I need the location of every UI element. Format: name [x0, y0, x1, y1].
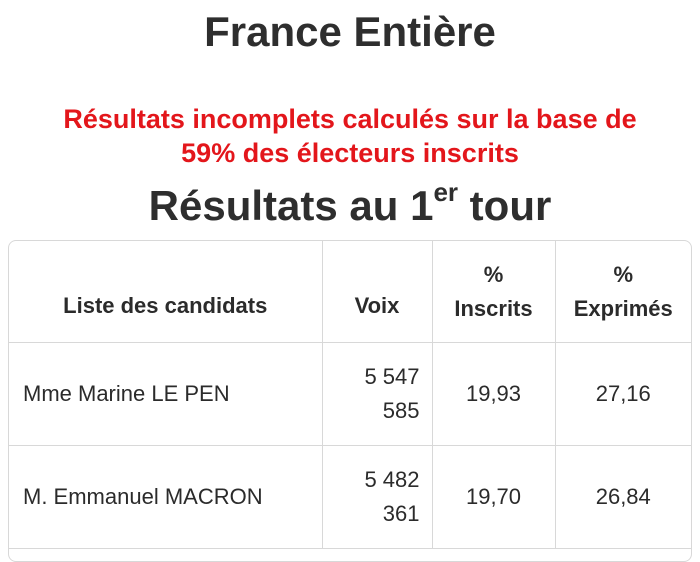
round-title-prefix: Résultats au 1 [148, 182, 434, 229]
table-row: Mme Marine LE PEN 5 547 585 19,93 27,16 [9, 342, 691, 446]
header-voix: Voix [322, 241, 433, 343]
page-title: France Entière [204, 8, 496, 55]
header-pct-inscrits-label: Inscrits [454, 295, 533, 321]
candidate-pct-inscrits: 19,70 [432, 445, 556, 549]
candidate-pct-exprimes: 26,84 [555, 445, 691, 549]
candidate-voix: 5 482 361 [322, 445, 433, 549]
round-title-suffix: tour [458, 182, 552, 229]
table-row: M. Emmanuel MACRON 5 482 361 19,70 26,84 [9, 445, 691, 549]
header-pct-exprimes: % Exprimés [555, 241, 691, 343]
voix-line-1: 5 547 [364, 364, 420, 389]
header-pct-exprimes-label: Exprimés [573, 295, 673, 321]
candidate-name: Mme Marine LE PEN [9, 342, 323, 446]
results-table-container: Liste des candidats Voix % Inscrits % Ex… [8, 240, 692, 562]
voix-line-2: 585 [382, 398, 420, 423]
table-header-row: Liste des candidats Voix % Inscrits % Ex… [9, 241, 691, 343]
round-title-ordinal: er [433, 177, 459, 207]
header-pct-inscrits-symbol: % [483, 261, 504, 287]
candidate-pct-inscrits: 19,93 [432, 342, 556, 446]
candidate-pct-exprimes: 27,16 [555, 342, 691, 446]
warning-line-2: 59% des électeurs inscrits [181, 138, 519, 168]
voix-line-1: 5 482 [364, 467, 420, 492]
incomplete-results-warning: Résultats incomplets calculés sur la bas… [0, 102, 700, 170]
header-pct-exprimes-symbol: % [613, 261, 634, 287]
voix-line-2: 361 [382, 501, 420, 526]
candidate-name: M. Emmanuel MACRON [9, 445, 323, 549]
header-pct-inscrits: % Inscrits [432, 241, 556, 343]
header-candidates: Liste des candidats [9, 241, 323, 343]
warning-line-1: Résultats incomplets calculés sur la bas… [63, 104, 637, 134]
round-title: Résultats au 1er tour [0, 177, 700, 232]
candidate-voix: 5 547 585 [322, 342, 433, 446]
results-table: Liste des candidats Voix % Inscrits % Ex… [9, 241, 691, 549]
